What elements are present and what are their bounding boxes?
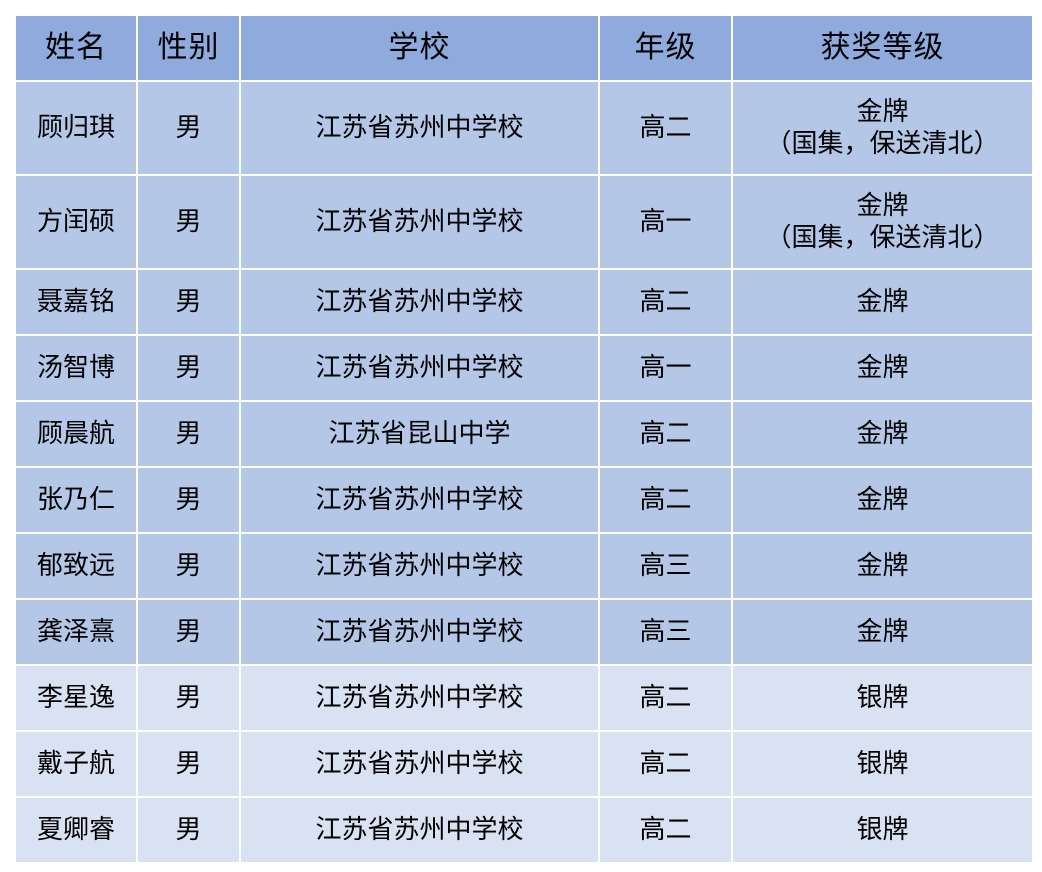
cell-award: 银牌 [733, 732, 1032, 796]
cell-school: 江苏省苏州中学校 [241, 270, 598, 334]
table-header: 姓名 性别 学校 年级 获奖等级 [16, 16, 1032, 80]
column-header-school: 学校 [241, 16, 598, 80]
cell-grade: 高二 [600, 468, 731, 532]
table-row: 汤智博男江苏省苏州中学校 高一 金牌 [16, 336, 1032, 400]
cell-award: 金牌 [733, 534, 1032, 598]
cell-gender: 男 [138, 82, 239, 174]
cell-award: 金牌 （国集，保送清北） [733, 82, 1032, 174]
cell-name: 方闰硕 [16, 176, 136, 268]
table-row: 顾晨航男江苏省昆山中学 高二 金牌 [16, 402, 1032, 466]
cell-award: 金牌 [733, 336, 1032, 400]
column-header-award: 获奖等级 [733, 16, 1032, 80]
cell-gender: 男 [138, 270, 239, 334]
award-table: 姓名 性别 学校 年级 获奖等级 顾归琪男江苏省苏州中学校 高二 金牌 （国集，保送清… [14, 14, 1034, 864]
cell-gender: 男 [138, 336, 239, 400]
award-note-label: （国集，保送清北） [765, 223, 1000, 252]
table-row: 李星逸男江苏省苏州中学校 高二 银牌 [16, 666, 1032, 730]
table-row: 张乃仁男江苏省苏州中学校 高二 金牌 [16, 468, 1032, 532]
award-level-label: 金牌 [856, 353, 909, 383]
table-row: 郁致远男江苏省苏州中学校 高三 金牌 [16, 534, 1032, 598]
header-row: 姓名 性别 学校 年级 获奖等级 [16, 16, 1032, 80]
award-level-label: 金牌 [856, 485, 909, 515]
cell-school: 江苏省苏州中学校 [241, 534, 598, 598]
cell-grade: 高三 [600, 534, 731, 598]
cell-grade: 高二 [600, 666, 731, 730]
award-level-label: 金牌 [856, 287, 909, 317]
cell-gender: 男 [138, 534, 239, 598]
cell-gender: 男 [138, 600, 239, 664]
cell-gender: 男 [138, 402, 239, 466]
cell-school: 江苏省苏州中学校 [241, 468, 598, 532]
award-note-label: （国集，保送清北） [765, 129, 1000, 158]
cell-gender: 男 [138, 468, 239, 532]
cell-award: 金牌 [733, 600, 1032, 664]
column-header-gender: 性别 [138, 16, 239, 80]
award-level-label: 金牌 [856, 97, 909, 127]
cell-name: 夏卿睿 [16, 798, 136, 862]
cell-gender: 男 [138, 666, 239, 730]
award-level-label: 金牌 [856, 551, 909, 581]
cell-name: 汤智博 [16, 336, 136, 400]
cell-gender: 男 [138, 798, 239, 862]
table-row: 夏卿睿男江苏省苏州中学校 高二 银牌 [16, 798, 1032, 862]
cell-name: 张乃仁 [16, 468, 136, 532]
award-level-label: 银牌 [856, 815, 909, 845]
cell-name: 顾归琪 [16, 82, 136, 174]
award-level-label: 金牌 [856, 191, 909, 221]
cell-school: 江苏省苏州中学校 [241, 732, 598, 796]
cell-name: 戴子航 [16, 732, 136, 796]
cell-gender: 男 [138, 732, 239, 796]
award-table-container: 姓名 性别 学校 年级 获奖等级 顾归琪男江苏省苏州中学校 高二 金牌 （国集，保送清… [14, 14, 1034, 864]
table-body: 顾归琪男江苏省苏州中学校 高二 金牌 （国集，保送清北） 方闰硕男江苏省苏州中学校 高一金… [16, 82, 1032, 862]
cell-school: 江苏省苏州中学校 [241, 666, 598, 730]
cell-school: 江苏省苏州中学校 [241, 798, 598, 862]
table-row: 方闰硕男江苏省苏州中学校 高一 金牌 （国集，保送清北） [16, 176, 1032, 268]
cell-grade: 高一 [600, 336, 731, 400]
cell-school: 江苏省苏州中学校 [241, 176, 598, 268]
cell-grade: 高一 [600, 176, 731, 268]
table-row: 戴子航男江苏省苏州中学校 高二 银牌 [16, 732, 1032, 796]
column-header-name: 姓名 [16, 16, 136, 80]
award-level-label: 银牌 [856, 683, 909, 713]
cell-school: 江苏省昆山中学 [241, 402, 598, 466]
cell-name: 龚泽熹 [16, 600, 136, 664]
cell-award: 银牌 [733, 666, 1032, 730]
cell-award: 银牌 [733, 798, 1032, 862]
table-row: 聂嘉铭男江苏省苏州中学校 高二 金牌 [16, 270, 1032, 334]
cell-award: 金牌 （国集，保送清北） [733, 176, 1032, 268]
award-level-label: 金牌 [856, 419, 909, 449]
cell-name: 顾晨航 [16, 402, 136, 466]
cell-name: 李星逸 [16, 666, 136, 730]
column-header-grade: 年级 [600, 16, 731, 80]
award-level-label: 银牌 [856, 749, 909, 779]
cell-gender: 男 [138, 176, 239, 268]
cell-grade: 高二 [600, 270, 731, 334]
cell-award: 金牌 [733, 468, 1032, 532]
cell-grade: 高二 [600, 798, 731, 862]
table-row: 顾归琪男江苏省苏州中学校 高二 金牌 （国集，保送清北） [16, 82, 1032, 174]
table-row: 龚泽熹男江苏省苏州中学校 高三 金牌 [16, 600, 1032, 664]
cell-name: 郁致远 [16, 534, 136, 598]
award-level-label: 金牌 [856, 617, 909, 647]
cell-school: 江苏省苏州中学校 [241, 82, 598, 174]
cell-grade: 高二 [600, 732, 731, 796]
cell-school: 江苏省苏州中学校 [241, 336, 598, 400]
cell-award: 金牌 [733, 270, 1032, 334]
cell-award: 金牌 [733, 402, 1032, 466]
cell-name: 聂嘉铭 [16, 270, 136, 334]
cell-grade: 高二 [600, 402, 731, 466]
cell-grade: 高三 [600, 600, 731, 664]
cell-school: 江苏省苏州中学校 [241, 600, 598, 664]
cell-grade: 高二 [600, 82, 731, 174]
